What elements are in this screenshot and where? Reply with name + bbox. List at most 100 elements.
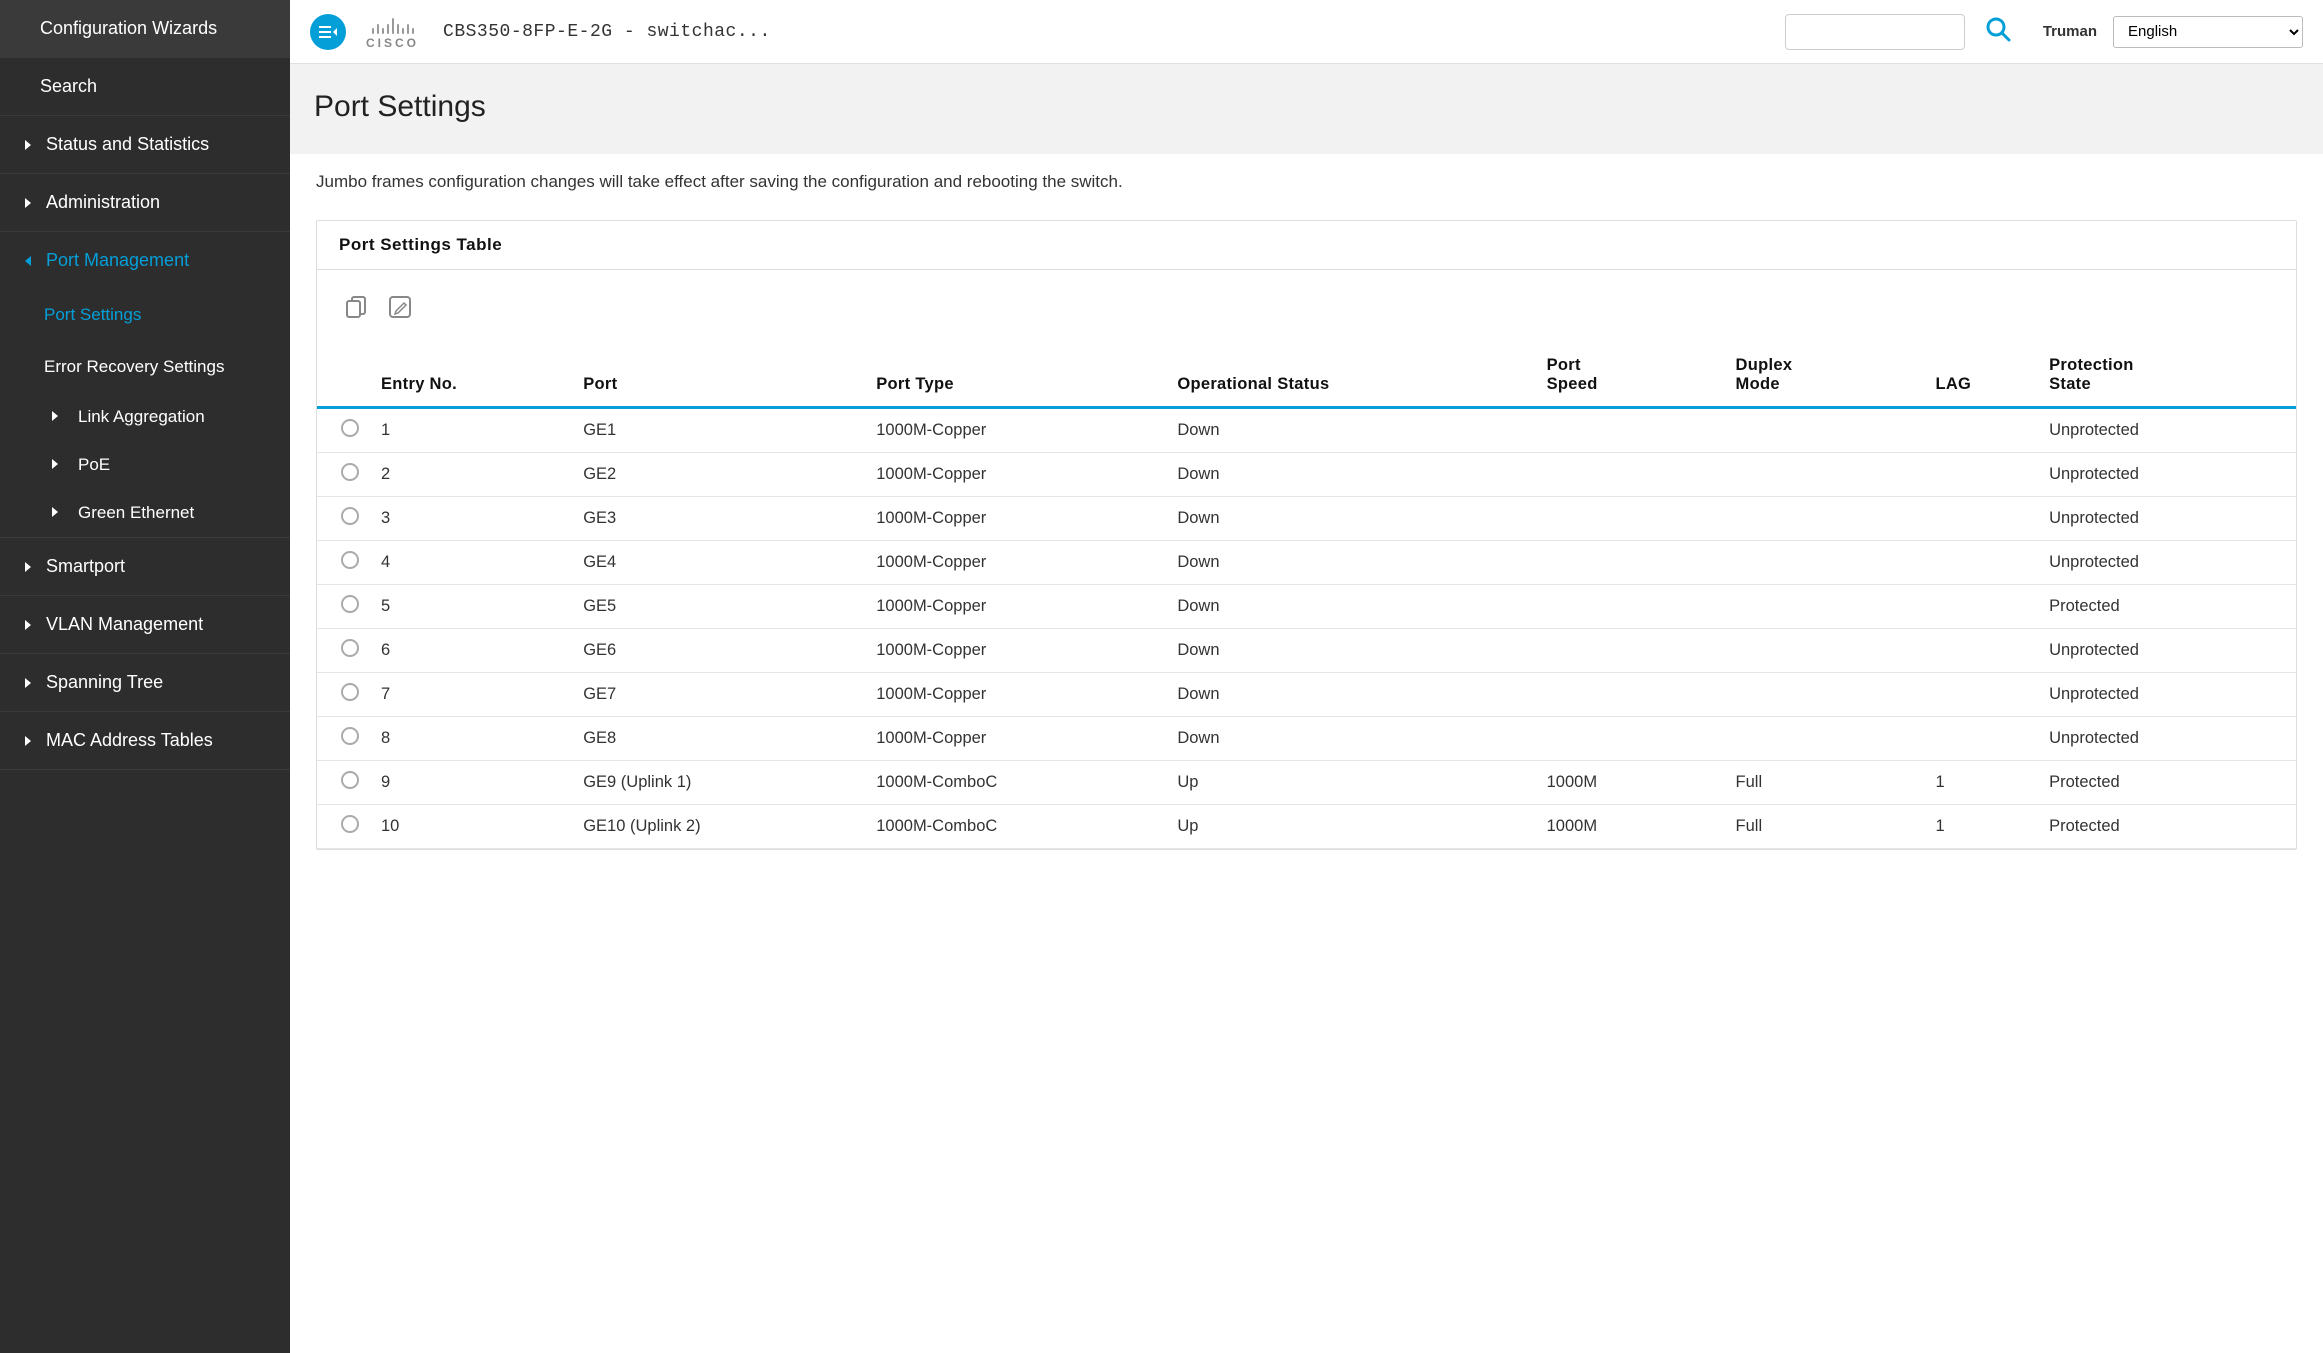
- cell-protection: Unprotected: [2041, 453, 2296, 497]
- sidebar-item-label: MAC Address Tables: [46, 730, 213, 751]
- row-radio[interactable]: [341, 771, 359, 789]
- cell-protection: Protected: [2041, 585, 2296, 629]
- cell-protection: Unprotected: [2041, 629, 2296, 673]
- col-port-speed: Port Speed: [1539, 346, 1728, 408]
- sidebar-sub-error-recovery[interactable]: Error Recovery Settings: [0, 341, 290, 393]
- cell-status: Down: [1169, 673, 1538, 717]
- table-row[interactable]: 5GE51000M-CopperDownProtected: [317, 585, 2296, 629]
- sidebar-sub-poe[interactable]: PoE: [0, 441, 290, 489]
- table-row[interactable]: 2GE21000M-CopperDownUnprotected: [317, 453, 2296, 497]
- cell-port: GE9 (Uplink 1): [575, 761, 868, 805]
- cell-status: Down: [1169, 629, 1538, 673]
- cell-entry: 4: [373, 541, 575, 585]
- row-radio[interactable]: [341, 683, 359, 701]
- cell-status: Down: [1169, 717, 1538, 761]
- table-row[interactable]: 4GE41000M-CopperDown Unprotected: [317, 541, 2296, 585]
- cell-type: 1000M-Copper: [868, 497, 1169, 541]
- cell-entry: 5: [373, 585, 575, 629]
- cell-speed: 1000M: [1539, 805, 1728, 849]
- cell-protection: Unprotected: [2041, 541, 2296, 585]
- language-select[interactable]: English: [2113, 16, 2303, 48]
- sidebar-item-smartport[interactable]: Smartport: [0, 538, 290, 596]
- sidebar-item-label: Administration: [46, 192, 160, 213]
- table-row[interactable]: 7GE71000M-CopperDownUnprotected: [317, 673, 2296, 717]
- cell-port: GE4: [575, 541, 868, 585]
- col-op-status: Operational Status: [1169, 346, 1538, 408]
- cell-status: Down: [1169, 541, 1538, 585]
- cell-type: 1000M-Copper: [868, 673, 1169, 717]
- sidebar-sub-link-aggregation[interactable]: Link Aggregation: [0, 393, 290, 441]
- row-radio[interactable]: [341, 463, 359, 481]
- cell-entry: 9: [373, 761, 575, 805]
- cell-status: Up: [1169, 761, 1538, 805]
- table-row[interactable]: 3GE31000M-CopperDownUnprotected: [317, 497, 2296, 541]
- cell-duplex: Full: [1728, 805, 1928, 849]
- cell-speed: 1000M: [1539, 761, 1728, 805]
- cell-duplex: [1728, 629, 1928, 673]
- cell-duplex: [1728, 541, 1928, 585]
- sidebar-item-administration[interactable]: Administration: [0, 174, 290, 232]
- cell-port: GE7: [575, 673, 868, 717]
- chevron-right-icon: [50, 503, 66, 523]
- chevron-right-icon: [50, 455, 66, 475]
- sidebar-item-spanning-tree[interactable]: Spanning Tree: [0, 654, 290, 712]
- copy-button[interactable]: [341, 292, 371, 322]
- col-lag: LAG: [1927, 346, 2041, 408]
- row-radio[interactable]: [341, 815, 359, 833]
- table-header-row: Entry No. Port Port Type Operational Sta…: [317, 346, 2296, 408]
- sidebar-item-port-management[interactable]: Port Management: [0, 232, 290, 289]
- sidebar-sub-port-settings[interactable]: Port Settings: [0, 289, 290, 341]
- chevron-right-icon: [20, 619, 36, 631]
- row-radio[interactable]: [341, 507, 359, 525]
- cell-lag: [1927, 629, 2041, 673]
- cell-port: GE1: [575, 408, 868, 453]
- cell-port: GE2: [575, 453, 868, 497]
- sidebar-sub-green-ethernet[interactable]: Green Ethernet: [0, 489, 290, 537]
- table-row[interactable]: 10GE10 (Uplink 2)1000M-ComboCUp1000MFull…: [317, 805, 2296, 849]
- cell-port: GE3: [575, 497, 868, 541]
- cell-entry: 3: [373, 497, 575, 541]
- sidebar-item-vlan-management[interactable]: VLAN Management: [0, 596, 290, 654]
- col-protection-state: Protection State: [2041, 346, 2296, 408]
- cell-duplex: [1728, 717, 1928, 761]
- edit-icon: [387, 294, 413, 320]
- port-settings-table-section: Port Settings Table Entry No. Port Port …: [316, 220, 2297, 850]
- cell-type: 1000M-Copper: [868, 541, 1169, 585]
- sidebar-item-mac-address-tables[interactable]: MAC Address Tables: [0, 712, 290, 770]
- sidebar-item-label: Smartport: [46, 556, 125, 577]
- sidebar-item-config-wizards[interactable]: Configuration Wizards: [0, 0, 290, 58]
- sidebar-item-label: Spanning Tree: [46, 672, 163, 693]
- row-radio[interactable]: [341, 419, 359, 437]
- table-title: Port Settings Table: [317, 221, 2296, 270]
- cell-port: GE8: [575, 717, 868, 761]
- cisco-text: CISCO: [366, 36, 419, 50]
- row-radio[interactable]: [341, 551, 359, 569]
- row-radio[interactable]: [341, 595, 359, 613]
- content-area: Port Settings Jumbo frames configuration…: [290, 64, 2323, 1353]
- table-row[interactable]: 9GE9 (Uplink 1)1000M-ComboCUp1000MFull1P…: [317, 761, 2296, 805]
- table-row[interactable]: 8GE81000M-CopperDownUnprotected: [317, 717, 2296, 761]
- search-input[interactable]: [1785, 14, 1965, 50]
- nav-toggle-button[interactable]: [310, 14, 346, 50]
- notice-text: Jumbo frames configuration changes will …: [290, 154, 2323, 210]
- table-row[interactable]: 6GE61000M-CopperDownUnprotected: [317, 629, 2296, 673]
- row-radio[interactable]: [341, 639, 359, 657]
- row-radio[interactable]: [341, 727, 359, 745]
- edit-button[interactable]: [385, 292, 415, 322]
- sidebar-item-search[interactable]: Search: [0, 58, 290, 116]
- table-row[interactable]: 1GE11000M-CopperDownUnprotected: [317, 408, 2296, 453]
- sidebar-item-label: PoE: [78, 455, 110, 475]
- cell-entry: 7: [373, 673, 575, 717]
- search-icon[interactable]: [1981, 12, 2015, 51]
- sidebar-item-label: VLAN Management: [46, 614, 203, 635]
- cell-protection: Unprotected: [2041, 497, 2296, 541]
- cell-entry: 8: [373, 717, 575, 761]
- cell-protection: Unprotected: [2041, 717, 2296, 761]
- cell-status: Down: [1169, 453, 1538, 497]
- sidebar-item-label: Green Ethernet: [78, 503, 194, 523]
- sidebar-item-status-statistics[interactable]: Status and Statistics: [0, 116, 290, 174]
- cell-duplex: Full: [1728, 761, 1928, 805]
- cell-port: GE6: [575, 629, 868, 673]
- cell-duplex: [1728, 453, 1928, 497]
- cisco-logo: CISCO: [366, 14, 419, 50]
